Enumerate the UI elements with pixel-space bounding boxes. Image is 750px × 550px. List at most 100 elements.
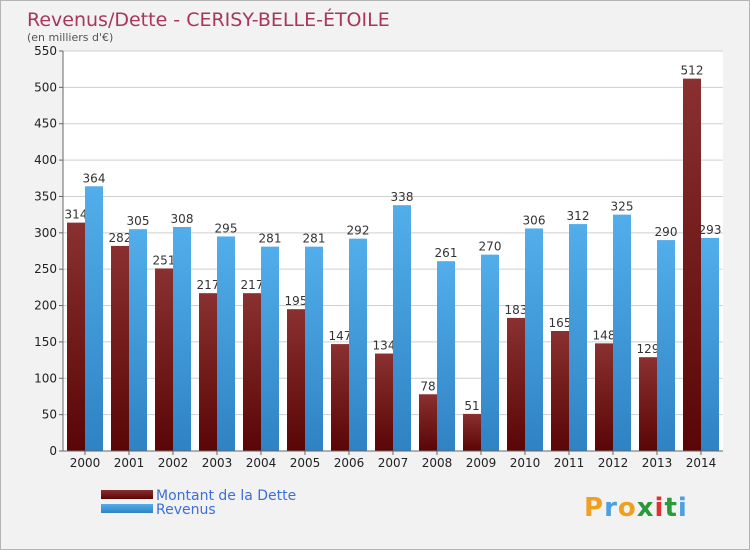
y-tick-label: 350 xyxy=(34,189,57,203)
bar-revenus xyxy=(613,214,631,451)
bar-revenus xyxy=(261,246,279,451)
data-label-revenus: 338 xyxy=(391,190,414,204)
x-tick-label: 2003 xyxy=(202,456,233,470)
logo-letter: t xyxy=(664,493,677,523)
x-tick-label: 2001 xyxy=(114,456,145,470)
bar-dette xyxy=(375,353,393,451)
data-label-dette: 282 xyxy=(109,231,132,245)
bar-dette xyxy=(331,344,349,451)
logo-letter: x xyxy=(637,493,655,523)
proxiti-logo: Proxiti xyxy=(584,493,688,523)
logo-letter: i xyxy=(655,493,665,523)
chart-title: Revenus/Dette - CERISY-BELLE-ÉTOILE xyxy=(27,8,390,31)
bar-dette xyxy=(419,394,437,451)
data-label-dette: 314 xyxy=(65,208,88,222)
bar-revenus xyxy=(481,254,499,451)
data-label-revenus: 306 xyxy=(523,213,546,227)
data-label-revenus: 293 xyxy=(699,223,722,237)
y-tick-label: 450 xyxy=(34,117,57,131)
bar-revenus xyxy=(305,246,323,451)
bar-revenus xyxy=(701,237,719,451)
y-tick-label: 0 xyxy=(49,444,57,458)
data-label-revenus: 312 xyxy=(567,209,590,223)
logo-letter: i xyxy=(678,493,688,523)
data-label-revenus: 261 xyxy=(435,246,458,260)
data-label-revenus: 308 xyxy=(171,212,194,226)
data-label-dette: 78 xyxy=(420,379,435,393)
data-label-dette: 251 xyxy=(153,253,176,267)
y-tick-label: 250 xyxy=(34,262,57,276)
x-tick-label: 2014 xyxy=(686,456,717,470)
data-label-dette: 129 xyxy=(637,342,660,356)
y-tick-label: 400 xyxy=(34,153,57,167)
x-tick-label: 2007 xyxy=(378,456,409,470)
bars: 314 364 282 305 251 308 217 295 217 281 195 281 147 2… xyxy=(65,64,722,452)
data-label-revenus: 325 xyxy=(611,200,634,214)
x-tick-label: 2002 xyxy=(158,456,189,470)
data-label-dette: 512 xyxy=(681,64,704,78)
y-tick-label: 500 xyxy=(34,80,57,94)
legend-swatch-revenus xyxy=(101,504,153,513)
bar-revenus xyxy=(349,238,367,451)
bar-revenus xyxy=(217,236,235,451)
y-tick-label: 100 xyxy=(34,371,57,385)
data-label-dette: 134 xyxy=(373,339,396,353)
data-label-revenus: 364 xyxy=(83,171,106,185)
data-label-dette: 195 xyxy=(285,294,308,308)
data-label-revenus: 295 xyxy=(215,221,238,235)
bar-revenus xyxy=(437,261,455,451)
y-tick-label: 200 xyxy=(34,299,57,313)
y-tick-label: 550 xyxy=(34,44,57,58)
x-axis-ticks: 2000 2001 2002 2003 2004 2005 2006 2007 2008 2009… xyxy=(70,451,717,470)
bar-dette xyxy=(111,245,129,451)
bar-dette xyxy=(67,222,85,451)
x-tick-label: 2005 xyxy=(290,456,321,470)
y-tick-label: 150 xyxy=(34,335,57,349)
bar-dette xyxy=(463,413,481,451)
x-tick-label: 2011 xyxy=(554,456,585,470)
data-label-dette: 217 xyxy=(197,278,220,292)
bar-dette xyxy=(507,317,525,451)
x-tick-label: 2004 xyxy=(246,456,277,470)
logo-letter: r xyxy=(604,493,618,523)
data-label-dette: 147 xyxy=(329,329,352,343)
chart-subtitle: (en milliers d'€) xyxy=(27,31,113,44)
bar-revenus xyxy=(85,186,103,452)
bar-dette xyxy=(595,343,613,451)
logo-letter: o xyxy=(618,493,637,523)
bar-dette xyxy=(155,268,173,451)
bar-revenus xyxy=(569,224,587,451)
bar-dette xyxy=(639,357,657,451)
data-label-revenus: 281 xyxy=(259,232,282,246)
data-label-dette: 165 xyxy=(549,316,572,330)
x-tick-label: 2000 xyxy=(70,456,101,470)
legend-swatch-dette xyxy=(101,490,153,499)
data-label-dette: 217 xyxy=(241,278,264,292)
data-label-revenus: 270 xyxy=(479,240,502,254)
data-label-dette: 51 xyxy=(464,399,479,413)
x-tick-label: 2006 xyxy=(334,456,365,470)
x-tick-label: 2010 xyxy=(510,456,541,470)
logo-letter: P xyxy=(584,493,604,523)
bar-revenus xyxy=(657,240,675,451)
data-label-revenus: 305 xyxy=(127,214,150,228)
bar-dette xyxy=(287,309,305,451)
bar-dette xyxy=(243,293,261,451)
data-label-dette: 148 xyxy=(593,328,616,342)
data-label-revenus: 290 xyxy=(655,225,678,239)
y-tick-label: 50 xyxy=(42,408,57,422)
bar-revenus xyxy=(393,205,411,451)
bar-dette xyxy=(683,78,701,452)
data-label-revenus: 281 xyxy=(303,232,326,246)
y-axis-ticks: 0 50 100 150 200 250 300 350 400 450 500 550 xyxy=(34,44,63,458)
data-label-dette: 183 xyxy=(505,303,528,317)
bar-revenus xyxy=(173,227,191,451)
bar-dette xyxy=(551,331,569,451)
legend: Montant de la Dette Revenus xyxy=(101,488,296,518)
bar-dette xyxy=(199,293,217,451)
y-tick-label: 300 xyxy=(34,226,57,240)
x-tick-label: 2012 xyxy=(598,456,629,470)
data-label-revenus: 292 xyxy=(347,224,370,238)
